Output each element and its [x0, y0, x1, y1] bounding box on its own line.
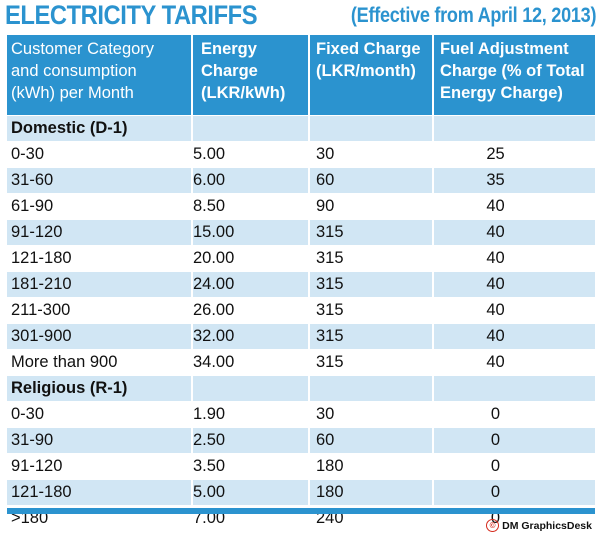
cell-fuel-adjustment: 0: [490, 483, 501, 501]
cell-fixed-charge: 60: [310, 168, 434, 193]
section-label: Religious (R-1): [7, 376, 193, 401]
cell-fuel-adjustment: 40: [486, 249, 505, 267]
cell-energy-charge: 6.00: [193, 168, 310, 193]
cell-energy-charge: 5.00: [193, 142, 310, 167]
cell-energy-charge: 32.00: [193, 324, 310, 349]
cell-fixed-charge: 180: [310, 480, 434, 505]
cell-fixed-charge: 315: [310, 324, 434, 349]
section-blank-cell: [193, 376, 310, 401]
section-blank-cell: [193, 116, 310, 141]
cell-fuel-adjustment: 0: [490, 509, 501, 527]
section-row: Domestic (D-1): [7, 116, 595, 142]
table-row: 121-180 20.00 315 40: [7, 246, 595, 272]
cell-fixed-charge: 60: [310, 428, 434, 453]
cell-consumption-range: 31-60: [7, 168, 193, 193]
cell-fixed-charge: 315: [310, 220, 434, 245]
cell-consumption-range: 121-180: [7, 480, 193, 505]
cell-fuel-adjustment: 0: [490, 431, 501, 449]
cell-fixed-charge: 30: [310, 402, 434, 427]
section-label: Domestic (D-1): [7, 116, 193, 141]
cell-energy-charge: 5.00: [193, 480, 310, 505]
table-row: 31-90 2.50 60 0: [7, 428, 595, 454]
cell-consumption-range: 0-30: [7, 142, 193, 167]
tariff-table: Customer Category and consumption (kWh) …: [7, 35, 595, 532]
credit-line: © DM GraphicsDesk: [486, 519, 592, 532]
table-row: 181-210 24.00 315 40: [7, 272, 595, 298]
table-bottom-rule: [7, 508, 595, 514]
table-row: 61-90 8.50 90 40: [7, 194, 595, 220]
cell-energy-charge: 34.00: [193, 350, 310, 375]
effective-date-subtitle: (Effective from April 12, 2013): [350, 4, 597, 27]
page-title: ELECTRICITY TARIFFS: [5, 0, 258, 30]
table-row: More than 900 34.00 315 40: [7, 350, 595, 376]
table-row: 121-180 5.00 180 0: [7, 480, 595, 506]
cell-fuel-adjustment: 0: [490, 405, 501, 423]
cell-fuel-adjustment: 0: [490, 457, 501, 475]
table-header-row: Customer Category and consumption (kWh) …: [7, 35, 595, 116]
column-header-energy-charge: Energy Charge (LKR/kWh): [193, 35, 310, 115]
cell-consumption-range: 121-180: [7, 246, 193, 271]
cell-energy-charge: 2.50: [193, 428, 310, 453]
table-row: 91-120 3.50 180 0: [7, 454, 595, 480]
cell-fixed-charge: 315: [310, 246, 434, 271]
cell-fixed-charge: 30: [310, 142, 434, 167]
cell-consumption-range: 91-120: [7, 454, 193, 479]
column-header-category: Customer Category and consumption (kWh) …: [7, 35, 193, 115]
cell-fuel-adjustment: 40: [486, 223, 505, 241]
cell-consumption-range: 211-300: [7, 298, 193, 323]
cell-fixed-charge: 315: [310, 298, 434, 323]
cell-energy-charge: 24.00: [193, 272, 310, 297]
section-blank-cell: [310, 376, 434, 401]
cell-energy-charge: 20.00: [193, 246, 310, 271]
cell-fuel-adjustment: 40: [486, 301, 505, 319]
table-row: 301-900 32.00 315 40: [7, 324, 595, 350]
cell-consumption-range: 91-120: [7, 220, 193, 245]
cell-consumption-range: 301-900: [7, 324, 193, 349]
cell-consumption-range: 31-90: [7, 428, 193, 453]
section-blank-cell: [434, 116, 595, 141]
cell-fixed-charge: 180: [310, 454, 434, 479]
table-row: 31-60 6.00 60 35: [7, 168, 595, 194]
copyright-icon: ©: [486, 519, 500, 532]
table-row: 211-300 26.00 315 40: [7, 298, 595, 324]
cell-energy-charge: 15.00: [193, 220, 310, 245]
cell-energy-charge: 3.50: [193, 454, 310, 479]
cell-consumption-range: 61-90: [7, 194, 193, 219]
cell-fuel-adjustment: 25: [486, 145, 505, 163]
column-header-fixed-charge: Fixed Charge (LKR/month): [310, 35, 434, 115]
credit-text: DM GraphicsDesk: [502, 519, 592, 532]
cell-fuel-adjustment: 40: [486, 353, 505, 371]
section-row: Religious (R-1): [7, 376, 595, 402]
cell-fixed-charge: 315: [310, 272, 434, 297]
table-row: 0-30 1.90 30 0: [7, 402, 595, 428]
cell-fixed-charge: 90: [310, 194, 434, 219]
header: ELECTRICITY TARIFFS (Effective from Apri…: [0, 0, 600, 36]
cell-fuel-adjustment: 40: [486, 327, 505, 345]
table-row: 0-30 5.00 30 25: [7, 142, 595, 168]
cell-consumption-range: More than 900: [7, 350, 193, 375]
cell-consumption-range: 0-30: [7, 402, 193, 427]
cell-fuel-adjustment: 35: [486, 171, 505, 189]
cell-fuel-adjustment: 40: [486, 197, 505, 215]
cell-energy-charge: 26.00: [193, 298, 310, 323]
cell-fuel-adjustment: 40: [486, 275, 505, 293]
cell-energy-charge: 8.50: [193, 194, 310, 219]
cell-energy-charge: 1.90: [193, 402, 310, 427]
table-row: 91-120 15.00 315 40: [7, 220, 595, 246]
column-header-fuel-adjustment: Fuel Adjustment Charge (% of Total Energ…: [440, 40, 585, 102]
cell-consumption-range: 181-210: [7, 272, 193, 297]
cell-fixed-charge: 315: [310, 350, 434, 375]
table-body: Domestic (D-1) 0-30 5.00 30 25 31-60 6.00 60 35 6…: [7, 116, 595, 532]
section-blank-cell: [310, 116, 434, 141]
section-blank-cell: [434, 376, 595, 401]
